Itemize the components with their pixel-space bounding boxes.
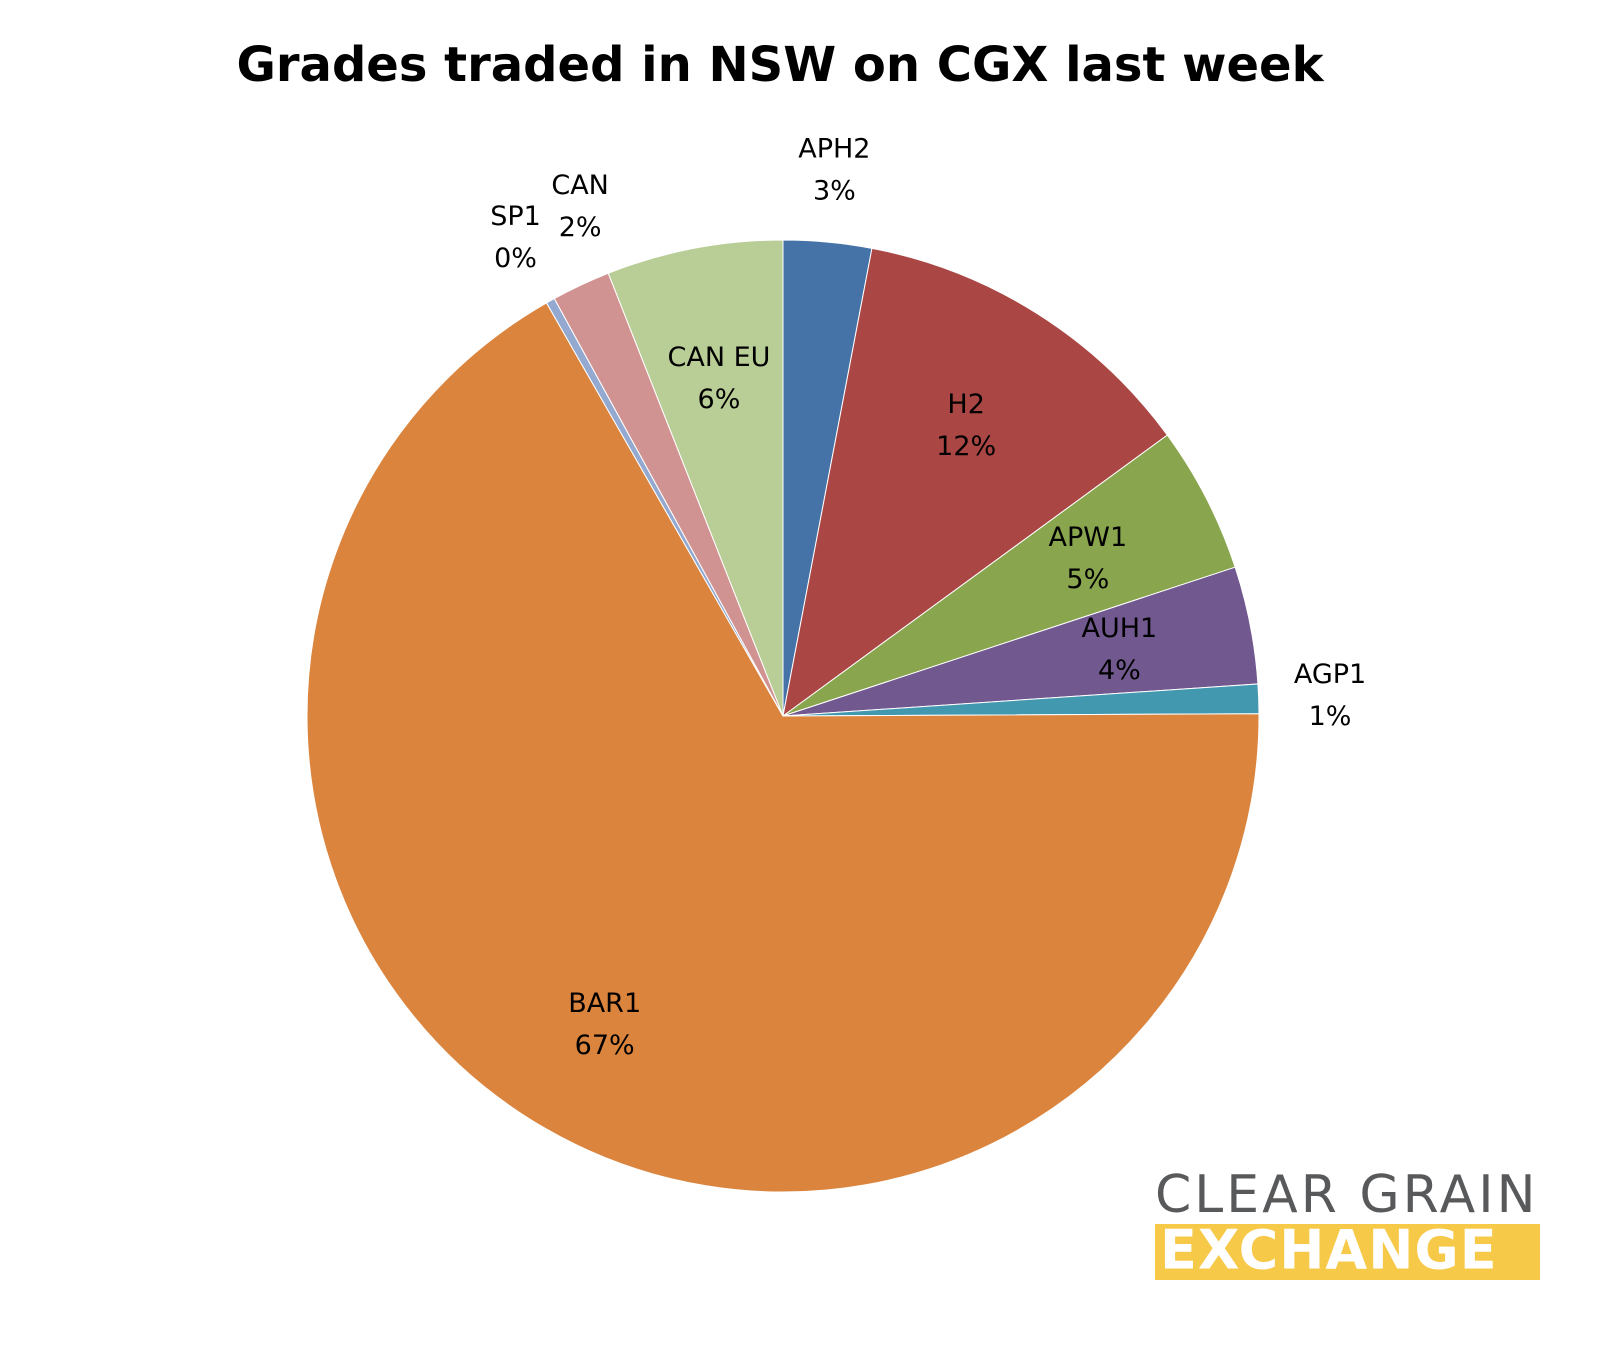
slice-name: CAN	[551, 170, 609, 201]
slice-name: CAN EU	[668, 342, 771, 373]
slice-value-label: 1%	[1309, 701, 1352, 732]
logo-line2: EXCHANGE	[1160, 1219, 1498, 1282]
slice-name: SP1	[490, 201, 541, 232]
slice-name: H2	[947, 389, 984, 420]
logo-band	[1155, 1224, 1540, 1280]
pie-slice	[607, 239, 784, 717]
chart-title: Grades traded in NSW on CGX last week	[236, 37, 1324, 93]
slice-value-label: 67%	[575, 1030, 635, 1061]
slice-name: APH2	[798, 134, 870, 165]
pie-slice	[306, 302, 1260, 1193]
slice-value-label: 3%	[813, 176, 856, 207]
slice-value-label: 12%	[936, 431, 996, 462]
slice-name: BAR1	[568, 988, 641, 1019]
slice-value-label: 6%	[698, 384, 741, 415]
slice-value-label: 4%	[1098, 655, 1141, 686]
slice-value-label: 5%	[1066, 564, 1109, 595]
pie-slice	[782, 247, 1168, 718]
slice-name: AUH1	[1082, 613, 1158, 644]
slice-name: APW1	[1049, 522, 1128, 553]
pie: APH2 3% H2 12% APW1 5% AUH1 4% AGP1 1% BAR1 67% SP1 0…	[306, 134, 1366, 1193]
pie-slice	[782, 434, 1236, 717]
slice-value-label: 0%	[494, 243, 537, 274]
slice-name: AGP1	[1294, 659, 1366, 690]
slice-value-label: 2%	[559, 212, 602, 243]
logo-line1: CLEAR GRAIN	[1155, 1165, 1539, 1225]
